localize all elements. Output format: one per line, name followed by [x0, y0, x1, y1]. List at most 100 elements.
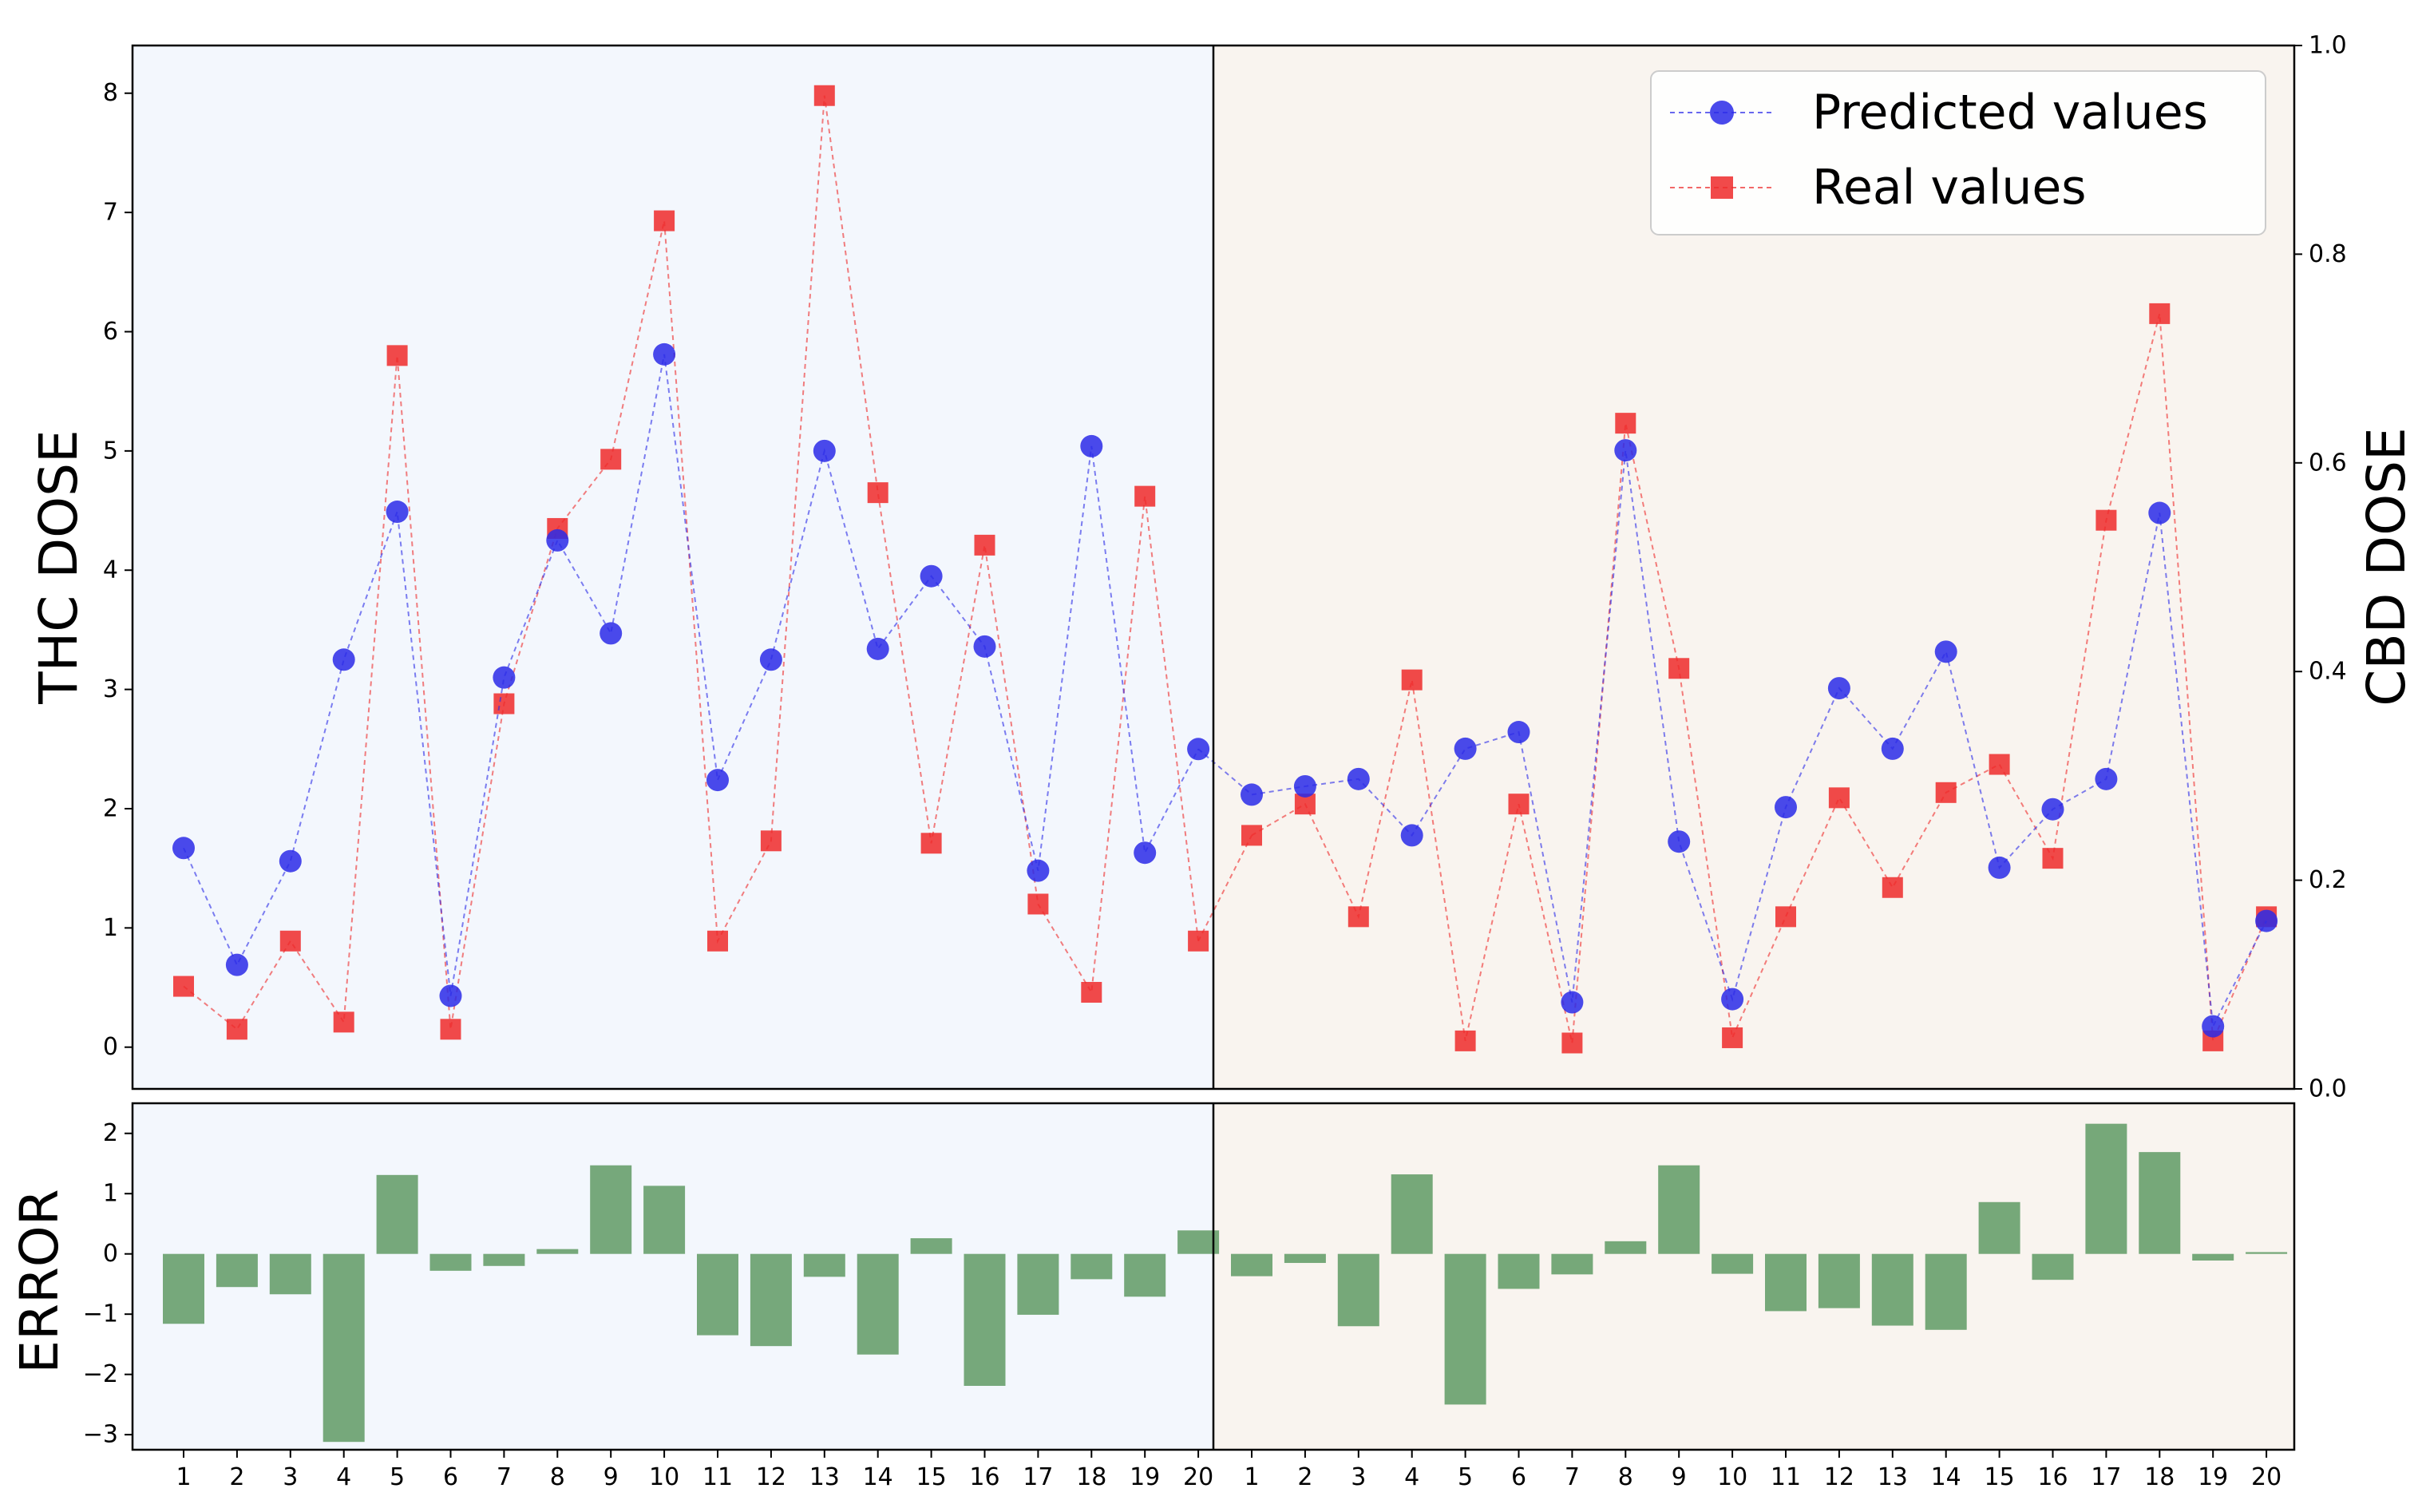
x-tick-label: 13 [809, 1463, 840, 1491]
x-tick-label: 13 [1878, 1463, 1908, 1491]
error-bar [1177, 1230, 1220, 1254]
error-bar [1712, 1253, 1754, 1274]
cbd-predicted-point [1293, 774, 1316, 798]
x-tick-label: 7 [1565, 1463, 1580, 1491]
x-tick-label: 5 [1458, 1463, 1473, 1491]
y-tick-label-thc: 3 [103, 675, 118, 703]
thc-real-point [867, 482, 888, 504]
error-bar [1284, 1253, 1326, 1264]
thc-predicted-point [973, 635, 996, 658]
cbd-predicted-point [2148, 501, 2171, 524]
legend-real-label: Real values [1812, 160, 2087, 216]
thc-predicted-point [332, 648, 355, 671]
cbd-predicted-point [1614, 439, 1637, 462]
x-tick-label: 2 [1297, 1463, 1312, 1491]
error-bar [1124, 1253, 1166, 1297]
cbd-real-point [1615, 413, 1636, 434]
thc-real-point [1027, 893, 1049, 915]
error-bars [163, 1123, 2288, 1443]
cbd-real-point [1668, 658, 1690, 679]
error-bar [536, 1249, 579, 1254]
thc-predicted-point [1134, 841, 1157, 865]
thc-real-point [386, 345, 408, 366]
x-tick-label: 10 [1717, 1463, 1747, 1491]
y-tick-label-cbd: 0.0 [2309, 1075, 2347, 1103]
thc-real-point [440, 1019, 461, 1040]
cbd-real-line [1251, 313, 2268, 1043]
y-tick-label-error: 1 [103, 1180, 118, 1208]
x-tick-label: 5 [390, 1463, 405, 1491]
y-axis-label-cbd: CBD DOSE [2356, 427, 2417, 707]
x-tick-label: 10 [649, 1463, 679, 1491]
legend-real-marker [1711, 176, 1733, 199]
thc-predicted-point [386, 501, 409, 524]
thc-real-point [279, 930, 301, 952]
error-bar [1551, 1253, 1593, 1275]
error-bar [803, 1253, 845, 1277]
error-bar [429, 1253, 472, 1271]
error-bar [2085, 1123, 2127, 1254]
thc-real-point [974, 534, 995, 556]
y-tick-label-thc: 5 [103, 437, 118, 465]
x-tick-label: 6 [1511, 1463, 1526, 1491]
x-tick-label: 11 [702, 1463, 733, 1491]
error-bar [376, 1174, 418, 1254]
thc-real-point [920, 833, 942, 854]
error-bar [750, 1253, 792, 1347]
cbd-real-point [1348, 906, 1369, 928]
thc-real-point [1081, 982, 1102, 1003]
x-tick-label: 16 [2037, 1463, 2068, 1491]
cbd-real-point [1722, 1027, 1743, 1048]
y-axis-label-error: ERROR [9, 1189, 70, 1373]
x-tick-label: 14 [863, 1463, 893, 1491]
cbd-predicted-point [1400, 824, 1423, 847]
x-tick-label: 19 [1130, 1463, 1160, 1491]
thc-predicted-point [1027, 859, 1050, 882]
error-bar [1444, 1253, 1486, 1405]
error-bar [269, 1253, 311, 1295]
x-tick-label: 17 [2091, 1463, 2121, 1491]
x-tick-label: 16 [969, 1463, 999, 1491]
cbd-real-point [1828, 787, 1850, 809]
thc-real-point [654, 210, 675, 232]
cbd-predicted-point [2095, 767, 2118, 790]
cbd-real-point [1561, 1032, 1583, 1054]
cbd-real-point [2042, 848, 2064, 869]
error-bar [1017, 1253, 1059, 1315]
y-tick-label-cbd: 0.6 [2309, 449, 2347, 477]
y-tick-label-cbd: 0.2 [2309, 866, 2347, 894]
thc-real-point [707, 930, 728, 952]
thc-predicted-point [225, 953, 248, 976]
x-tick-label: 8 [1618, 1463, 1633, 1491]
x-tick-label: 7 [497, 1463, 512, 1491]
thc-predicted-point [759, 648, 782, 671]
cbd-real-point [1508, 794, 1530, 815]
error-bar [1070, 1253, 1113, 1280]
cbd-predicted-point [2202, 1015, 2225, 1038]
x-tick-label: 2 [229, 1463, 244, 1491]
error-bar [323, 1253, 365, 1443]
legend-predicted-label: Predicted values [1812, 85, 2208, 141]
thc-real-point [760, 830, 782, 852]
cbd-real-point [1241, 825, 1262, 846]
cbd-predicted-point [1668, 830, 1691, 853]
error-bar [2032, 1253, 2074, 1280]
thc-real-point [173, 976, 194, 997]
x-tick-label: 4 [336, 1463, 351, 1491]
error-bar [2192, 1253, 2234, 1261]
error-bar [1391, 1174, 1433, 1254]
cbd-predicted-point [1561, 991, 1584, 1014]
x-tick-label: 17 [1023, 1463, 1053, 1491]
thc-predicted-point [546, 528, 569, 552]
y-tick-label-cbd: 0.8 [2309, 240, 2347, 268]
x-tick-label: 3 [283, 1463, 298, 1491]
thc-predicted-point [706, 769, 729, 792]
real-bridge-line [1197, 834, 1253, 942]
legend: Predicted values Real values [1650, 70, 2266, 236]
thc-real-point [226, 1019, 247, 1040]
cbd-predicted-point [1347, 767, 1370, 790]
y-tick-label-thc: 6 [103, 318, 118, 346]
error-bar [697, 1253, 738, 1336]
error-bar [1871, 1253, 1913, 1326]
